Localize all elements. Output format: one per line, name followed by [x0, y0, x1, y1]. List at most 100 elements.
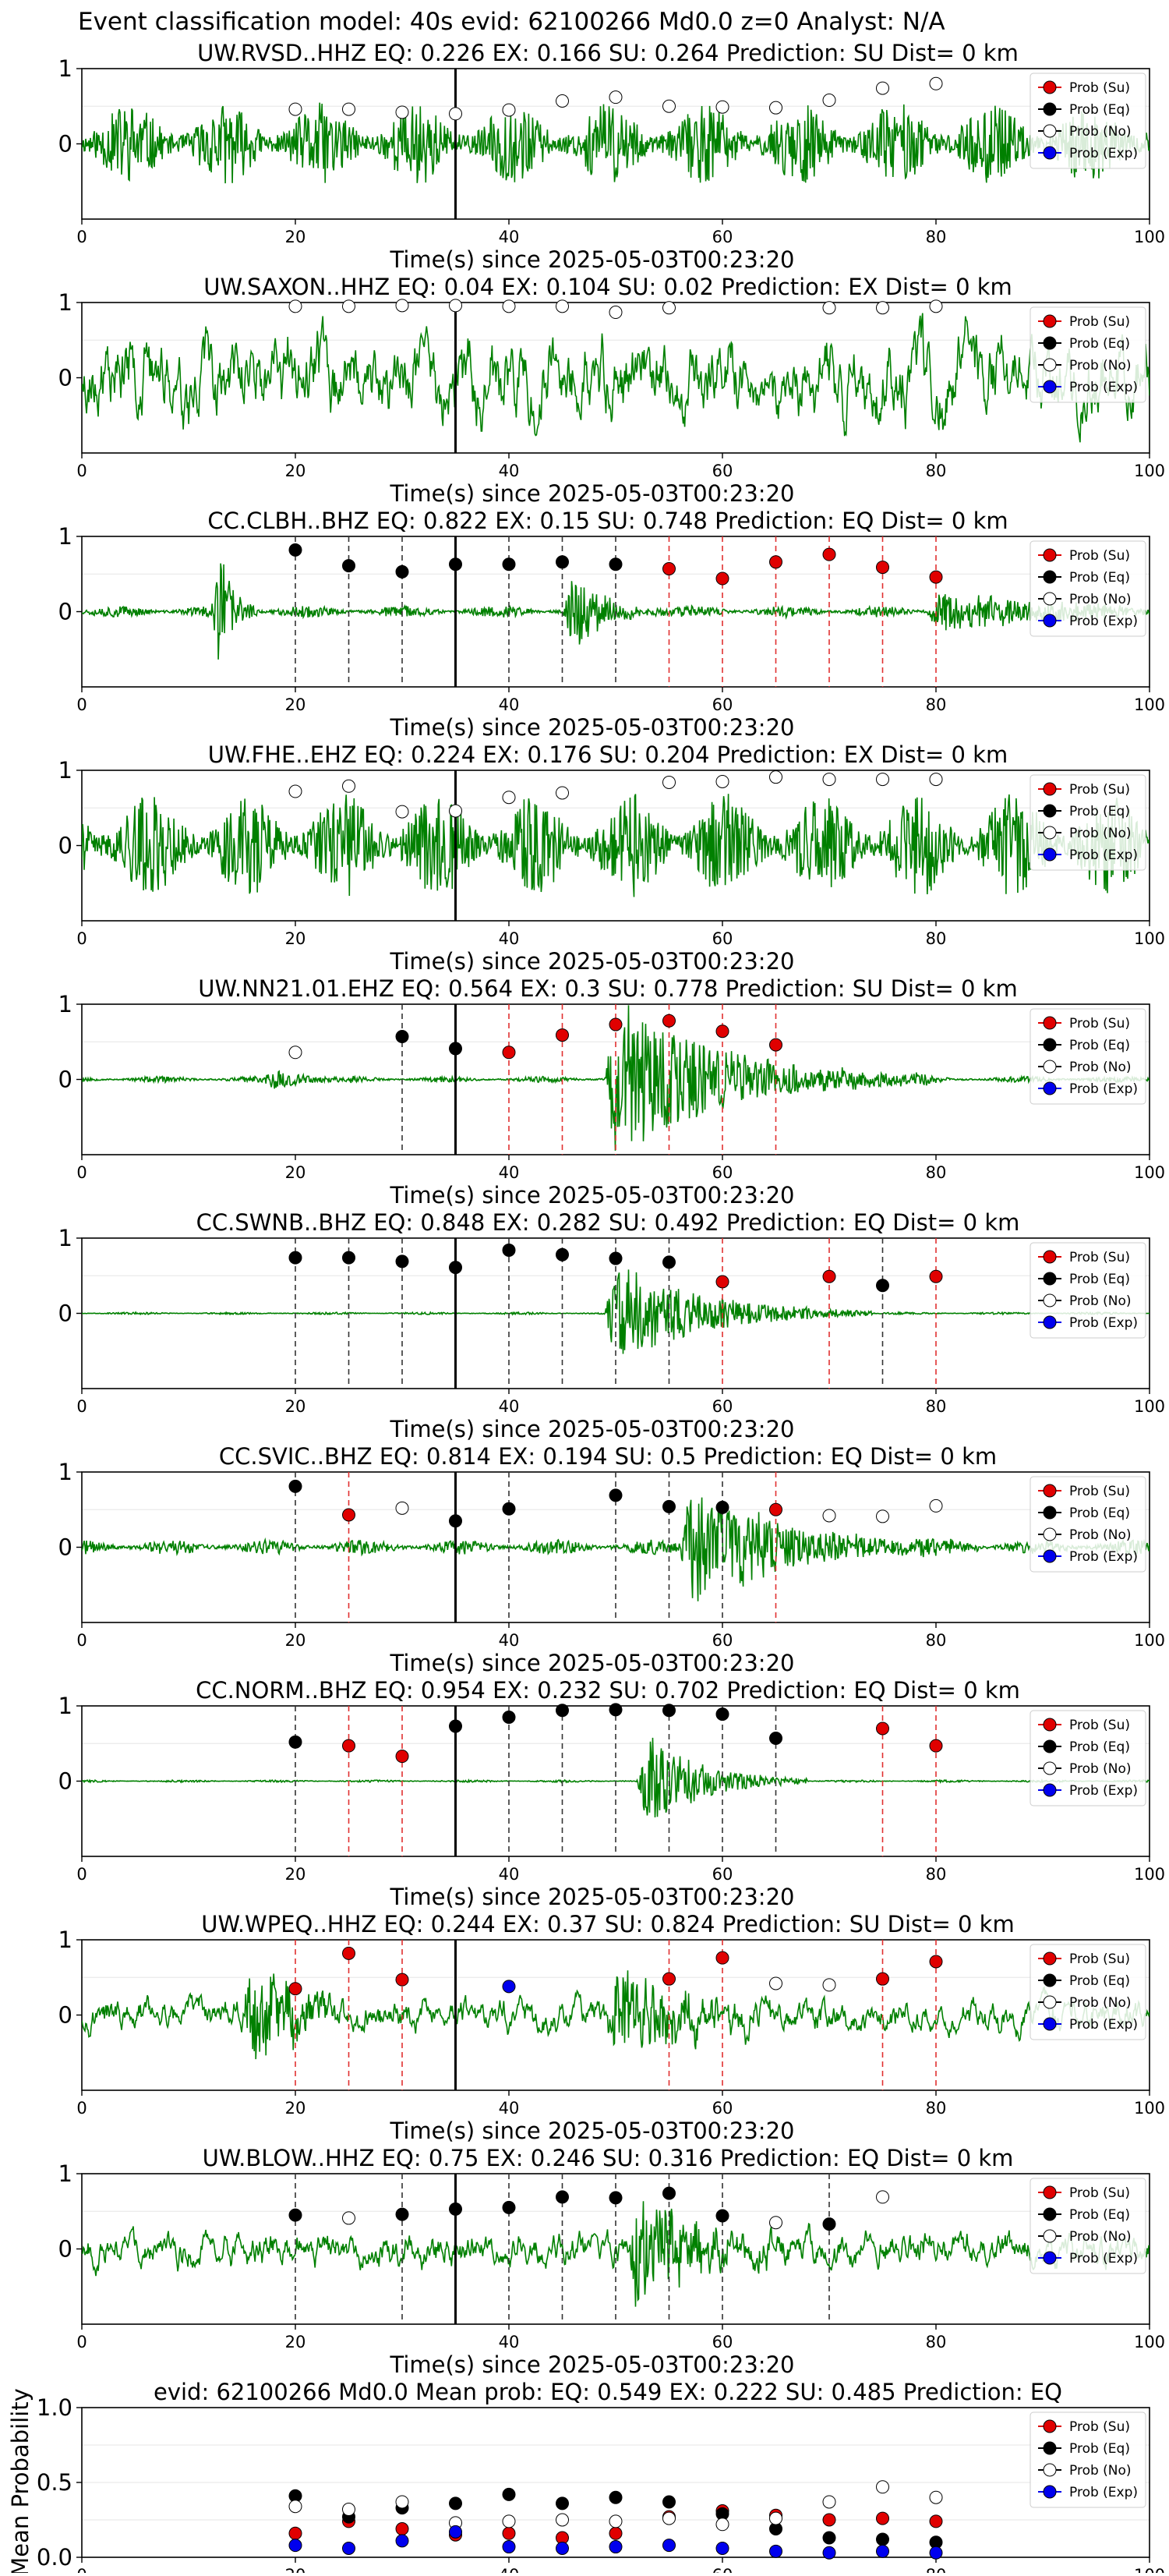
x-tick-label: 20 [285, 228, 306, 246]
prob-point [876, 561, 889, 575]
legend-label: Prob (Su) [1069, 1016, 1130, 1031]
prob-point [822, 2217, 836, 2231]
legend-marker [1043, 102, 1057, 116]
station-panel: UW.NN21.01.EHZ EQ: 0.564 EX: 0.3 SU: 0.7… [58, 975, 1166, 1208]
x-tick-label: 40 [499, 1163, 520, 1182]
prob-point [342, 2211, 355, 2225]
legend-marker [1043, 1293, 1057, 1307]
legend-label: Prob (Su) [1069, 1951, 1130, 1967]
prob-point [288, 1251, 302, 1265]
legend-label: Prob (Exp) [1069, 1783, 1138, 1799]
prob-point [342, 102, 355, 116]
x-tick-label: 20 [285, 929, 306, 948]
prob-point [662, 775, 676, 789]
x-axis-label: Time(s) since 2025-05-03T00:23:20 [390, 948, 795, 975]
legend-marker [1043, 1506, 1057, 1520]
prob-point [769, 1038, 782, 1052]
y-tick-label: 1 [58, 991, 72, 1017]
legend-marker [1043, 146, 1057, 160]
prob-point [449, 557, 462, 571]
x-tick-label: 100 [1134, 1865, 1165, 1884]
x-tick-label: 80 [926, 462, 947, 480]
mean-prob-point [662, 2495, 676, 2509]
legend-label: Prob (Eq) [1069, 336, 1130, 352]
prob-point [769, 1731, 782, 1745]
x-tick-label: 80 [926, 1865, 947, 1884]
prob-point [502, 1710, 516, 1724]
legend-marker [1043, 782, 1057, 796]
prob-point [342, 1508, 355, 1522]
x-tick-label: 0 [76, 1865, 87, 1884]
panel-title: CC.NORM..BHZ EQ: 0.954 EX: 0.232 SU: 0.7… [196, 1677, 1020, 1704]
y-tick-label: 0 [58, 365, 72, 391]
prob-point [395, 564, 409, 579]
legend-label: Prob (No) [1069, 2229, 1132, 2245]
x-tick-label: 100 [1134, 695, 1165, 714]
prob-point [822, 301, 836, 315]
x-tick-label: 40 [499, 2566, 520, 2573]
panel-title: UW.RVSD..HHZ EQ: 0.226 EX: 0.166 SU: 0.2… [197, 40, 1019, 66]
y-tick-label: 0 [58, 833, 72, 859]
mean-prob-point [876, 2480, 889, 2494]
y-tick-label: 1 [58, 289, 72, 316]
x-tick-label: 100 [1134, 1631, 1165, 1650]
legend-label: Prob (Eq) [1069, 1272, 1130, 1287]
mean-prob-point [662, 2511, 676, 2525]
prob-point [929, 570, 943, 584]
mean-prob-point [556, 2541, 569, 2555]
mean-prob-point [395, 2495, 409, 2509]
mean-prob-point [502, 2487, 516, 2501]
prob-point [449, 1719, 462, 1733]
x-tick-label: 0 [76, 462, 87, 480]
prob-point [876, 1279, 889, 1293]
mean-prob-point [609, 2526, 623, 2540]
prob-point [502, 103, 516, 117]
x-tick-label: 100 [1134, 2333, 1165, 2351]
prob-point [769, 1502, 782, 1516]
prob-point [609, 90, 623, 104]
legend-marker [1043, 1250, 1057, 1264]
prob-point [662, 99, 676, 113]
station-panel: UW.BLOW..HHZ EQ: 0.75 EX: 0.246 SU: 0.31… [58, 2145, 1166, 2378]
legend-marker [1043, 614, 1057, 628]
summary-panel: evid: 62100266 Md0.0 Mean prob: EQ: 0.54… [7, 2379, 1165, 2576]
x-axis-label: Time(s) since 2025-05-03T00:23:20 [390, 714, 795, 741]
legend-marker [1043, 1315, 1057, 1329]
mean-prob-point [288, 2526, 302, 2540]
mean-prob-point [769, 2544, 782, 2558]
prob-point [715, 1500, 729, 1514]
prob-point [556, 786, 569, 800]
x-tick-label: 60 [712, 462, 733, 480]
panel-title: CC.SWNB..BHZ EQ: 0.848 EX: 0.282 SU: 0.4… [196, 1209, 1020, 1236]
legend-label: Prob (Su) [1069, 2419, 1130, 2435]
mean-prob-point [395, 2522, 409, 2536]
legend-label: Prob (Su) [1069, 1250, 1130, 1265]
legend-marker [1043, 1783, 1057, 1797]
x-axis-label: Time(s) since 2025-05-03T00:23:20 [390, 1182, 795, 1208]
y-tick-label: 0 [58, 1067, 72, 1093]
prob-point [556, 555, 569, 569]
mean-prob-point [449, 2496, 462, 2511]
mean-prob-point [929, 2490, 943, 2504]
waveform-trace [82, 794, 1150, 897]
x-axis-label: Time(s) since 2025-05-03T00:23:20 [390, 1884, 795, 1910]
legend-label: Prob (Exp) [1069, 614, 1138, 629]
mean-prob-point [449, 2525, 462, 2539]
station-panel: CC.SWNB..BHZ EQ: 0.848 EX: 0.282 SU: 0.4… [58, 1209, 1166, 1442]
mean-prob-point [502, 2526, 516, 2540]
prob-point [929, 76, 943, 90]
legend-label: Prob (No) [1069, 1761, 1132, 1777]
panel-title: CC.SVIC..BHZ EQ: 0.814 EX: 0.194 SU: 0.5… [219, 1443, 997, 1470]
prob-point [822, 773, 836, 787]
x-tick-label: 20 [285, 2333, 306, 2351]
panel-title: UW.NN21.01.EHZ EQ: 0.564 EX: 0.3 SU: 0.7… [198, 975, 1017, 1002]
legend-label: Prob (Exp) [1069, 146, 1138, 161]
x-tick-label: 0 [76, 228, 87, 246]
legend-marker [1043, 336, 1057, 350]
panels: UW.RVSD..HHZ EQ: 0.226 EX: 0.166 SU: 0.2… [7, 40, 1166, 2576]
prob-point [556, 1704, 569, 1718]
mean-prob-point [288, 2500, 302, 2514]
prob-point [342, 779, 355, 793]
mean-prob-point [715, 2541, 729, 2555]
